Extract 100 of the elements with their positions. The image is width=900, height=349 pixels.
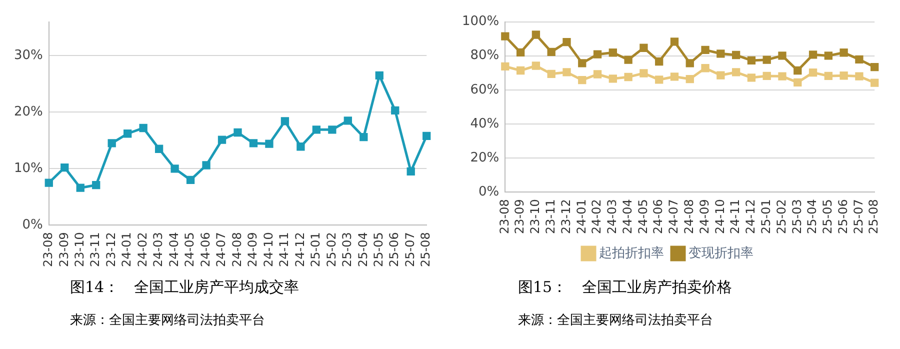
x-tick-label: 24-12 <box>292 232 307 268</box>
point <box>186 176 195 184</box>
point <box>670 72 679 81</box>
x-tick-label: 23-11 <box>543 199 558 234</box>
y-tick-label: 0% <box>22 218 43 233</box>
y-tick-label: 0% <box>478 184 500 200</box>
point <box>344 116 352 125</box>
x-tick-label: 25-01 <box>308 232 323 268</box>
point <box>593 50 602 58</box>
x-tick-label: 24-06 <box>651 199 666 234</box>
point <box>328 126 336 134</box>
point <box>578 59 586 68</box>
point <box>655 57 664 66</box>
point <box>747 56 756 65</box>
point <box>139 124 148 132</box>
point <box>640 69 648 78</box>
y-tick-label: 60% <box>470 82 500 98</box>
source-note: 来源：全国主要网络司法拍卖平台 <box>69 312 266 329</box>
x-tick-label: 24-02 <box>590 199 604 234</box>
x-tick-label: 23-12 <box>104 232 118 268</box>
x-tick-label: 23-08 <box>41 232 56 268</box>
x-tick-label: 23-09 <box>512 199 527 234</box>
point <box>701 46 710 54</box>
x-tick-label: 24-08 <box>682 199 696 234</box>
y-tick-label: 20% <box>470 150 500 166</box>
point <box>808 50 818 59</box>
point <box>747 74 756 82</box>
x-tick-label: 23-08 <box>497 199 512 234</box>
x-tick-label: 23-09 <box>56 232 71 268</box>
point <box>794 78 802 87</box>
x-tick-label: 24-05 <box>636 199 650 234</box>
point <box>824 52 832 60</box>
point <box>686 59 694 68</box>
x-tick-label: 25-05 <box>820 199 835 234</box>
point <box>870 78 879 87</box>
x-tick-label: 24-09 <box>246 232 260 268</box>
text: 图14： 全国工业房产平均成交率 <box>69 278 300 297</box>
x-tick-label: 23-10 <box>528 199 542 234</box>
x-tick-label: 24-07 <box>214 232 228 268</box>
point <box>170 164 179 173</box>
y-tick-label: 30% <box>14 48 43 64</box>
point <box>870 63 879 72</box>
point <box>501 32 510 40</box>
y-tick-label: 80% <box>470 48 500 64</box>
x-tick-label: 24-04 <box>166 232 181 268</box>
x-tick-label: 24-01 <box>574 199 588 234</box>
point <box>547 70 556 78</box>
point <box>547 48 556 56</box>
point <box>124 130 132 138</box>
x-tick-label: 25-04 <box>805 199 820 234</box>
text: 图15： 全国工业房产拍卖价格 <box>517 278 734 297</box>
point <box>44 178 53 187</box>
point <box>218 136 226 144</box>
x-tick-label: 24-10 <box>712 199 727 234</box>
point <box>840 48 848 57</box>
x-tick-label: 25-05 <box>372 232 386 268</box>
x-tick-label: 25-04 <box>356 232 370 268</box>
legend-label: 变现折扣率 <box>688 244 754 261</box>
legend-label: 起拍折扣率 <box>599 244 664 261</box>
point <box>808 68 818 77</box>
point <box>108 139 116 148</box>
point <box>732 50 740 60</box>
x-tick-label: 25-03 <box>340 232 354 268</box>
x-tick-label: 24-07 <box>666 199 681 234</box>
point <box>778 72 786 80</box>
y-tick-label: 100% <box>462 14 500 30</box>
point <box>391 106 400 115</box>
x-tick-label: 25-02 <box>324 232 338 268</box>
x-tick-label: 24-06 <box>198 232 212 268</box>
point <box>794 66 802 75</box>
point <box>686 74 694 84</box>
point <box>234 128 242 137</box>
y-tick-label: 20% <box>14 104 43 120</box>
point <box>608 48 617 57</box>
y-tick-label: 10% <box>14 161 43 176</box>
x-tick-label: 25-07 <box>402 232 417 268</box>
point <box>624 72 632 82</box>
point <box>562 38 571 46</box>
x-tick-label: 23-12 <box>558 199 573 234</box>
x-tick-label: 24-04 <box>620 199 634 234</box>
point <box>701 64 710 72</box>
x-tick-label: 24-10 <box>261 232 276 268</box>
point <box>855 55 864 64</box>
point <box>762 56 771 64</box>
point <box>824 72 832 80</box>
point <box>265 140 274 148</box>
x-tick-label: 24-03 <box>151 232 166 268</box>
point <box>532 30 540 39</box>
x-tick-label: 23-10 <box>72 232 86 268</box>
point <box>655 76 664 84</box>
x-tick-label: 24-08 <box>230 232 244 268</box>
point <box>60 163 69 172</box>
x-tick-label: 25-02 <box>774 199 788 234</box>
source-note: 来源：全国主要网络司法拍卖平台 <box>517 312 714 329</box>
x-tick-label: 25-07 <box>851 199 866 234</box>
x-tick-label: 24-05 <box>182 232 197 268</box>
point <box>202 161 210 170</box>
point <box>578 76 586 84</box>
point <box>732 68 740 76</box>
point <box>532 62 540 70</box>
